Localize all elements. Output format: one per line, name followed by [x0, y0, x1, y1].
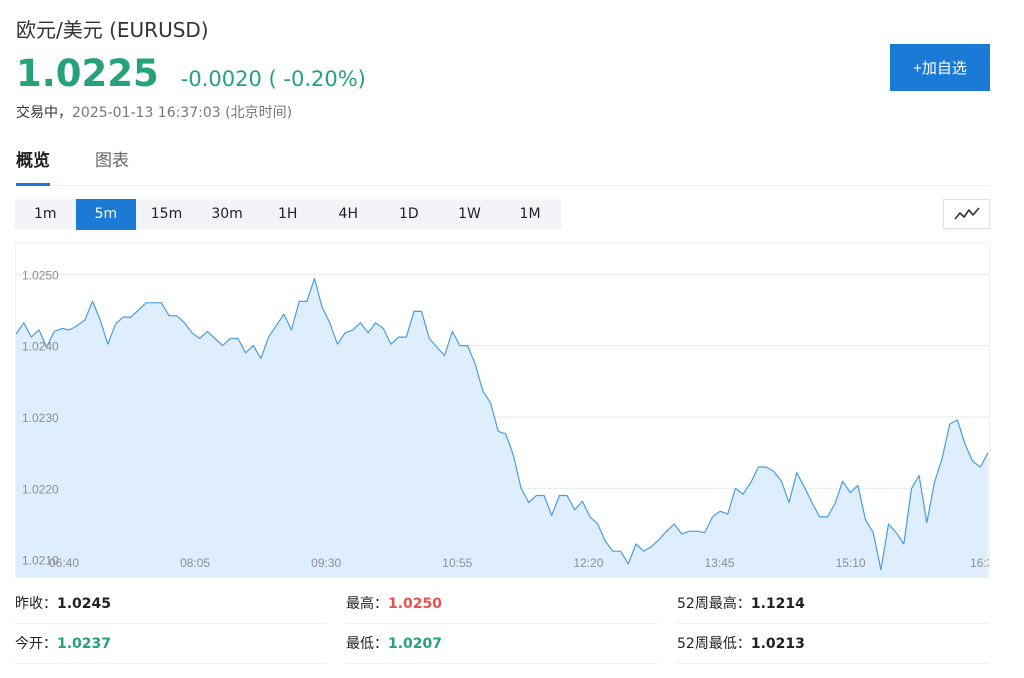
stat-open: 今开：1.0237	[15, 624, 327, 664]
period-30m[interactable]: 30m	[211, 206, 243, 222]
y-tick-label: 1.0220	[22, 482, 59, 496]
price-row: 1.0225 -0.0020 ( -0.20%)	[16, 52, 366, 98]
period-1w[interactable]: 1W	[458, 206, 481, 222]
stat-52w-high: 52周最高：1.1214	[677, 584, 989, 624]
price-chart[interactable]: 1.0250 1.0240 1.0230 1.0220 1.0210 06:40 08:05…	[15, 242, 990, 578]
x-tick-label: 08:05	[180, 556, 210, 570]
period-1m[interactable]: 1m	[34, 206, 57, 222]
add-to-watchlist-button[interactable]: +加自选	[890, 44, 990, 91]
x-tick-label: 12:20	[573, 556, 603, 570]
period-1h[interactable]: 1H	[277, 206, 298, 222]
stat-low-label: 最低：	[346, 636, 388, 652]
x-tick-label: 09:30	[311, 556, 341, 570]
period-5m[interactable]: 5m	[75, 199, 137, 230]
y-tick-label: 1.0210	[22, 554, 59, 568]
stat-prev-close-label: 昨收：	[15, 596, 57, 612]
instrument-title: 欧元/美元 (EURUSD)	[16, 18, 209, 42]
period-1mo[interactable]: 1M	[519, 206, 541, 222]
y-tick-label: 1.0250	[22, 268, 59, 282]
stat-prev-close-value: 1.0245	[57, 596, 112, 612]
stat-high-value: 1.0250	[388, 596, 443, 612]
stat-52w-low-label: 52周最低：	[677, 636, 751, 652]
y-tick-label: 1.0230	[22, 411, 59, 425]
tab-chart[interactable]: 图表	[95, 151, 129, 171]
line-chart-icon	[953, 207, 980, 220]
trading-status-row: 交易中，2025-01-13 16:37:03 (北京时间)	[16, 102, 292, 122]
tab-overview[interactable]: 概览	[16, 148, 50, 186]
chart-type-button[interactable]	[943, 199, 990, 229]
x-tick-label: 16:3	[970, 556, 990, 570]
stat-high-label: 最高：	[346, 596, 388, 612]
period-1d[interactable]: 1D	[399, 206, 419, 222]
stat-52w-low-value: 1.0213	[750, 636, 805, 652]
main-tabs: 概览 图表	[16, 148, 990, 186]
x-tick-label: 06:40	[49, 556, 79, 570]
stat-52w-high-value: 1.1214	[750, 596, 805, 612]
price-line	[16, 277, 989, 571]
x-tick-label: 13:45	[704, 556, 734, 570]
stat-prev-close: 昨收：1.0245	[15, 584, 327, 624]
stat-52w-low: 52周最低：1.0213	[677, 624, 989, 664]
stat-open-label: 今开：	[15, 636, 57, 652]
stat-low: 最低：1.0207	[346, 624, 658, 664]
stat-high: 最高：1.0250	[346, 584, 658, 624]
quote-timestamp: 2025-01-13 16:37:03 (北京时间)	[72, 105, 293, 121]
period-4h[interactable]: 4H	[338, 206, 358, 222]
quote-stats: 昨收：1.0245 最高：1.0250 52周最高：1.1214 今开：1.02…	[15, 584, 990, 666]
trading-status: 交易中，	[16, 105, 72, 121]
x-tick-label: 15:10	[836, 556, 866, 570]
price-change: -0.0020 ( -0.20%)	[180, 67, 366, 91]
last-price: 1.0225	[16, 52, 159, 95]
y-tick-label: 1.0240	[22, 340, 59, 354]
x-tick-label: 10:55	[442, 556, 472, 570]
stat-low-value: 1.0207	[388, 636, 443, 652]
period-selector: 1m 5m 15m 30m 1H 4H 1D 1W 1M	[15, 199, 561, 230]
price-area-fill	[16, 278, 988, 577]
period-15m[interactable]: 15m	[150, 206, 183, 222]
stat-open-value: 1.0237	[57, 636, 112, 652]
stat-52w-high-label: 52周最高：	[677, 596, 751, 612]
